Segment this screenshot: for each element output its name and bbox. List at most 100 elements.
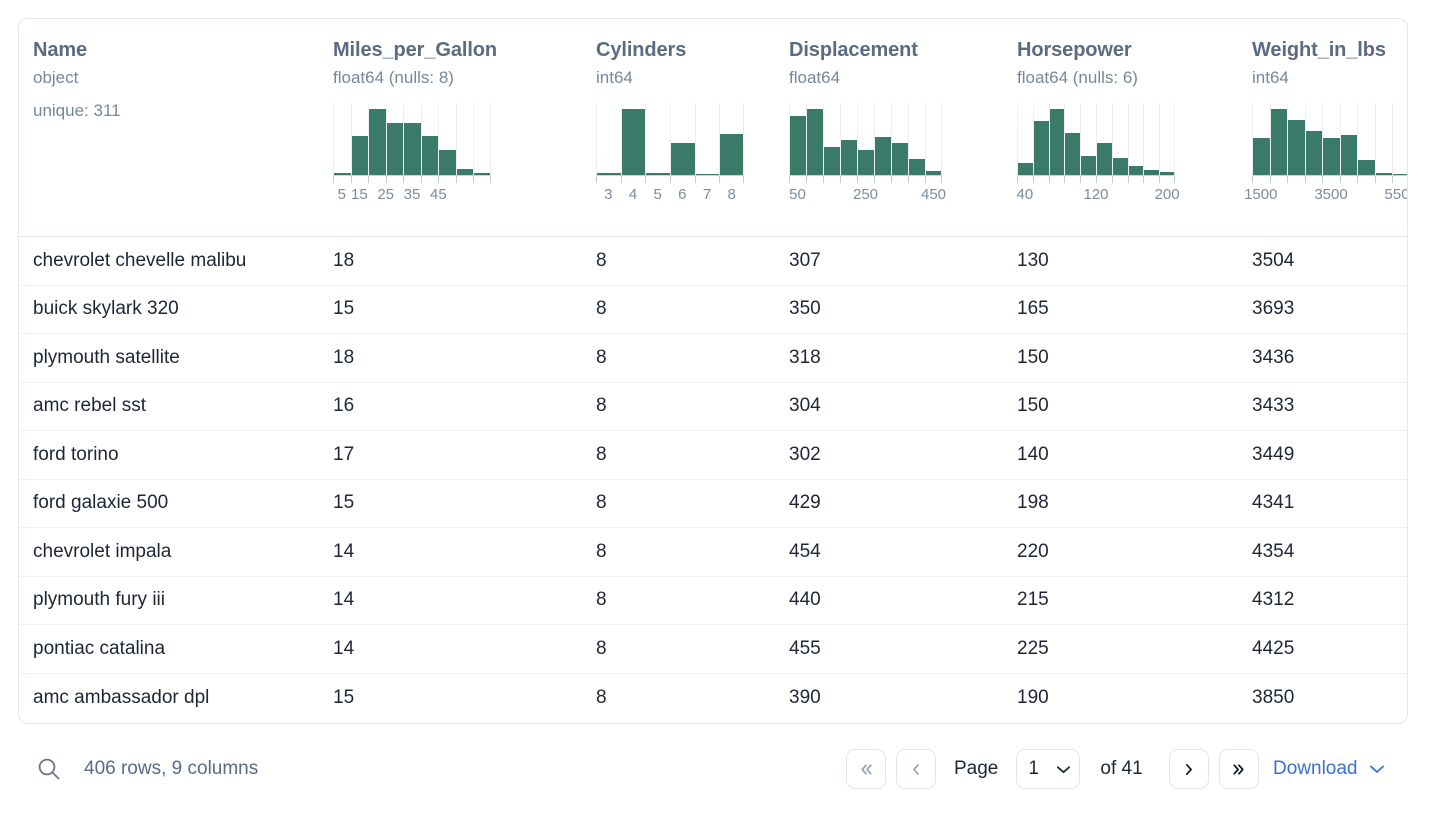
histogram-bar — [1253, 138, 1270, 175]
page-number-select[interactable]: 1 — [1016, 749, 1081, 789]
histogram-tick — [1287, 176, 1305, 183]
double-chevron-right-icon — [1233, 763, 1244, 775]
histogram-tick — [420, 176, 439, 183]
histogram-bar — [1018, 163, 1033, 175]
histogram-bar — [908, 159, 925, 175]
column-header-name[interactable]: Name object unique: 311 — [19, 19, 319, 236]
histogram-bar-slot — [1287, 103, 1305, 175]
histogram-bar — [1358, 160, 1375, 175]
histogram-bars — [1252, 103, 1407, 175]
histogram-tick — [1048, 176, 1065, 183]
table-row[interactable]: buick skylark 320 15 8 350 165 3693 — [19, 286, 1407, 334]
table-cell-cyl: 8 — [596, 298, 607, 320]
page-total-label: of 41 — [1100, 758, 1143, 779]
pagination-controls: Page 1 of 41 — [846, 749, 1259, 789]
table-cell-name: amc ambassador dpl — [33, 686, 210, 708]
table-cell-wt: 4312 — [1252, 589, 1295, 611]
column-title: Cylinders — [596, 39, 687, 61]
histogram-tick-label: 5 — [337, 186, 346, 203]
last-page-button[interactable] — [1218, 749, 1259, 789]
column-dtype: int64 — [596, 68, 633, 87]
histogram-tick-label: 7 — [702, 186, 712, 203]
histogram-tick — [1143, 176, 1159, 183]
histogram-tick — [1252, 176, 1270, 183]
histogram-bar-slot — [350, 103, 369, 175]
column-header-miles-per-gallon[interactable]: Miles_per_Gallon float64 (nulls: 8) 5 15 2… — [319, 19, 582, 236]
histogram-tick — [1017, 176, 1033, 183]
table-cell-cyl: 8 — [596, 249, 607, 271]
table-cell-mpg: 15 — [333, 686, 355, 708]
histogram-bar — [646, 173, 670, 175]
table-row[interactable]: amc ambassador dpl 15 8 390 190 3850 — [19, 674, 1407, 723]
column-header-horsepower[interactable]: Horsepower float64 (nulls: 6) 40 120 200 — [1003, 19, 1238, 236]
chevron-right-icon — [1186, 763, 1193, 775]
histogram-bar — [1270, 109, 1288, 175]
histogram-tick-label: 8 — [727, 186, 736, 203]
histogram-bars — [1017, 103, 1175, 175]
histogram-bar-slot — [333, 103, 351, 175]
table-row[interactable]: chevrolet chevelle malibu 18 8 307 130 3504 — [19, 237, 1407, 286]
histogram-bar — [695, 174, 720, 175]
column-title: Weight_in_lbs — [1252, 39, 1386, 61]
histogram-bar-slot — [1269, 103, 1288, 175]
table-cell-name: ford torino — [33, 443, 119, 465]
histogram-tick — [839, 176, 857, 183]
page-label: Page — [954, 758, 999, 779]
histogram-bars — [333, 103, 491, 175]
previous-page-button[interactable] — [896, 749, 936, 789]
table-row[interactable]: chevrolet impala 14 8 454 220 4354 — [19, 528, 1407, 577]
table-row[interactable]: plymouth satellite 18 8 318 150 3436 — [19, 334, 1407, 383]
histogram-tick-label: 3500 — [1314, 186, 1348, 203]
histogram-bar-slot — [438, 103, 456, 175]
table-row[interactable]: plymouth fury iii 14 8 440 215 4312 — [19, 577, 1407, 625]
table-row[interactable]: ford torino 17 8 302 140 3449 — [19, 431, 1407, 480]
row-count-label: 406 rows, 9 columns — [84, 758, 259, 779]
table-cell-wt: 4425 — [1252, 637, 1295, 659]
table-cell-disp: 454 — [789, 540, 821, 562]
histogram-bar — [925, 171, 941, 175]
table-cell-cyl: 8 — [596, 540, 607, 562]
histogram-bar-slot — [669, 103, 695, 175]
column-header-displacement[interactable]: Displacement float64 50 250 450 — [775, 19, 1003, 236]
table-cell-hp: 140 — [1017, 443, 1049, 465]
histogram-tick — [1095, 176, 1112, 183]
table-cell-mpg: 14 — [333, 637, 355, 659]
histogram-bar-slot — [789, 103, 806, 175]
first-page-button[interactable] — [846, 749, 886, 789]
table-cell-disp: 440 — [789, 589, 821, 611]
histogram-tick-label: 15 — [350, 186, 368, 203]
table-row[interactable]: pontiac catalina 14 8 455 225 4425 — [19, 625, 1407, 674]
download-label: Download — [1273, 758, 1358, 779]
histogram-tick — [1269, 176, 1288, 183]
histogram-tick — [455, 176, 474, 183]
next-page-button[interactable] — [1168, 749, 1209, 789]
histogram-bar-slot — [645, 103, 670, 175]
histogram-bar — [421, 136, 439, 175]
search-icon[interactable] — [36, 756, 62, 782]
histogram-tick-label: 5 — [653, 186, 662, 203]
column-dtype: int64 — [1252, 68, 1289, 87]
histogram-bar — [1033, 121, 1049, 175]
histogram-bar — [334, 173, 351, 175]
histogram-tick — [385, 176, 404, 183]
column-header-weight-in-lbs[interactable]: Weight_in_lbs int64 1500 3500 5500 — [1238, 19, 1407, 236]
histogram-bar — [474, 173, 490, 175]
histogram-bar — [874, 137, 891, 175]
histogram-bar-slot — [1304, 103, 1323, 175]
download-menu-button[interactable]: Download — [1273, 758, 1385, 780]
histogram-tick — [1304, 176, 1323, 183]
chevron-down-icon — [1369, 765, 1384, 773]
histogram-bar — [840, 140, 857, 175]
table-row[interactable]: ford galaxie 500 15 8 429 198 4341 — [19, 480, 1407, 528]
histogram-bar — [806, 109, 823, 175]
histogram-bar-slot — [420, 103, 439, 175]
table-row[interactable]: amc rebel sst 16 8 304 150 3433 — [19, 383, 1407, 431]
histogram-tick-label: 450 — [920, 186, 947, 203]
histogram-bar-slot — [1143, 103, 1160, 175]
column-title: Miles_per_Gallon — [333, 39, 498, 61]
histogram-bar-slot — [694, 103, 720, 175]
table-cell-disp: 318 — [789, 346, 821, 368]
column-dtype: float64 — [789, 68, 841, 87]
